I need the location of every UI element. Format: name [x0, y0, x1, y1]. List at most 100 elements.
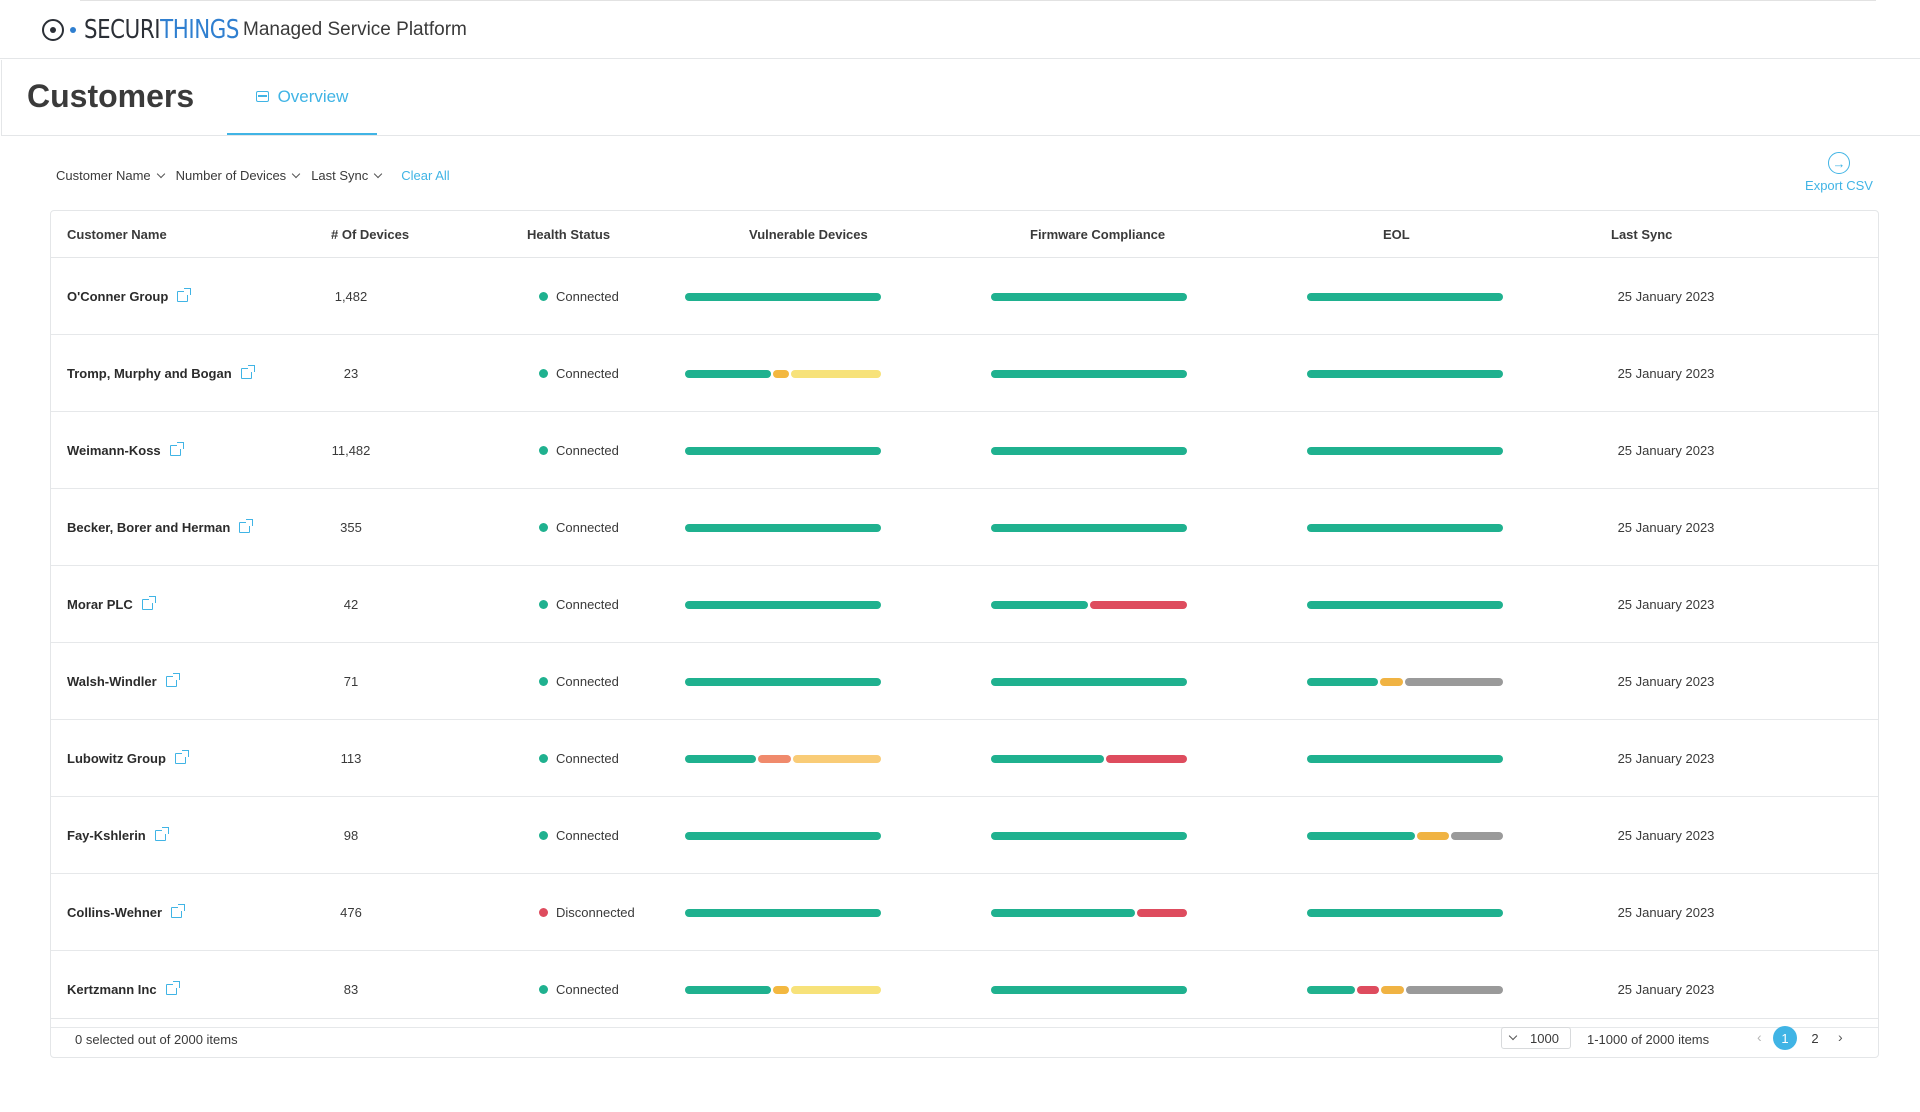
column-header-devices[interactable]: # Of Devices [331, 227, 410, 242]
last-sync-date: 25 January 2023 [1617, 828, 1715, 843]
page-button-1[interactable]: 1 [1773, 1026, 1797, 1050]
eol-bar[interactable] [1307, 678, 1504, 686]
vulnerable-bar[interactable] [685, 909, 881, 917]
external-link-icon[interactable] [239, 519, 254, 533]
chevron-down-icon [156, 169, 165, 178]
status-dot-icon [539, 446, 548, 455]
filter-number-of-devices[interactable]: Number of Devices [176, 168, 301, 183]
external-link-icon[interactable] [169, 442, 184, 456]
customer-name-cell[interactable]: Lubowitz Group [67, 750, 189, 766]
customer-name[interactable]: Collins-Wehner [67, 905, 163, 920]
firmware-bar[interactable] [991, 909, 1187, 917]
table-row[interactable]: Collins-Wehner 476 Disconnected 25 January … [51, 874, 1878, 951]
tab-overview[interactable]: Overview [227, 60, 377, 135]
table-row[interactable]: Becker, Borer and Herman 355 Connected 25 J… [51, 489, 1878, 566]
eol-bar-segment [1406, 986, 1503, 994]
vulnerable-bar[interactable] [685, 986, 881, 994]
customer-name[interactable]: Kertzmann Inc [67, 982, 157, 997]
firmware-bar[interactable] [991, 755, 1187, 763]
column-header-eol[interactable]: EOL [1383, 227, 1410, 242]
table-row[interactable]: Morar PLC 42 Connected 25 January 2023 [51, 566, 1878, 643]
clear-all-link[interactable]: Clear All [401, 168, 450, 183]
external-link-icon[interactable] [165, 673, 180, 687]
customer-name-cell[interactable]: Fay-Kshlerin [67, 827, 169, 843]
customer-name[interactable]: Becker, Borer and Herman [67, 520, 231, 535]
table-row[interactable]: Lubowitz Group 113 Connected 25 January 202… [51, 720, 1878, 797]
customer-name[interactable]: Lubowitz Group [67, 751, 166, 766]
table-row[interactable]: Walsh-Windler 71 Connected 25 January 2023 [51, 643, 1878, 720]
brand-logo[interactable]: SECURITHINGS [42, 15, 239, 45]
table-row[interactable]: Tromp, Murphy and Bogan 23 Connected 25 Jan… [51, 335, 1878, 412]
eol-bar[interactable] [1307, 832, 1503, 840]
customer-name-cell[interactable]: Collins-Wehner [67, 904, 186, 920]
customer-name-cell[interactable]: O'Conner Group [67, 288, 192, 304]
firmware-bar[interactable] [991, 986, 1187, 994]
column-header-customer-name[interactable]: Customer Name [67, 227, 167, 242]
filter-customer-name[interactable]: Customer Name [56, 168, 165, 183]
status-dot-icon [539, 908, 548, 917]
vulnerable-bar[interactable] [685, 755, 881, 763]
eol-bar[interactable] [1307, 293, 1503, 301]
firmware-bar[interactable] [991, 601, 1187, 609]
external-link-icon[interactable] [240, 365, 255, 379]
vulnerable-bar[interactable] [685, 370, 881, 378]
firmware-bar[interactable] [991, 370, 1187, 378]
next-page-icon[interactable]: › [1838, 1029, 1843, 1045]
external-link-icon[interactable] [141, 596, 156, 610]
vulnerable-bar[interactable] [685, 678, 881, 686]
last-sync-date: 25 January 2023 [1617, 289, 1715, 304]
external-link-icon[interactable] [154, 827, 169, 841]
export-csv-button[interactable]: → Export CSV [1798, 152, 1880, 193]
vulnerable-bar[interactable] [685, 601, 881, 609]
firmware-bar[interactable] [991, 678, 1187, 686]
customer-name-cell[interactable]: Tromp, Murphy and Bogan [67, 365, 255, 381]
firmware-bar[interactable] [991, 524, 1187, 532]
external-link-icon[interactable] [174, 750, 189, 764]
page-size-select[interactable]: 1000 [1501, 1027, 1571, 1049]
external-link-icon[interactable] [171, 904, 186, 918]
eol-bar[interactable] [1307, 909, 1503, 917]
vulnerable-bar-segment [685, 601, 881, 609]
customer-name[interactable]: O'Conner Group [67, 289, 169, 304]
health-status: Connected [539, 751, 619, 766]
vulnerable-bar[interactable] [685, 832, 881, 840]
firmware-bar[interactable] [991, 293, 1187, 301]
previous-page-icon[interactable]: ‹ [1757, 1029, 1762, 1045]
customer-name[interactable]: Weimann-Koss [67, 443, 161, 458]
eol-bar[interactable] [1307, 755, 1503, 763]
table-row[interactable]: Weimann-Koss 11,482 Connected 25 January 20… [51, 412, 1878, 489]
external-link-icon[interactable] [165, 981, 180, 995]
firmware-bar[interactable] [991, 832, 1187, 840]
column-header-health-status[interactable]: Health Status [527, 227, 611, 242]
eol-bar[interactable] [1307, 601, 1503, 609]
vulnerable-bar[interactable] [685, 293, 881, 301]
eol-bar[interactable] [1307, 447, 1503, 455]
vulnerable-bar[interactable] [685, 524, 881, 532]
table-row[interactable]: O'Conner Group 1,482 Connected 25 January 2… [51, 258, 1878, 335]
customer-name[interactable]: Fay-Kshlerin [67, 828, 146, 843]
customer-name[interactable]: Tromp, Murphy and Bogan [67, 366, 232, 381]
column-header-vulnerable-devices[interactable]: Vulnerable Devices [749, 227, 868, 242]
column-header-firmware-compliance[interactable]: Firmware Compliance [1030, 227, 1166, 242]
filter-last-sync[interactable]: Last Sync [311, 168, 383, 183]
vulnerable-bar[interactable] [685, 447, 881, 455]
eol-bar-segment [1381, 986, 1405, 994]
customer-name-cell[interactable]: Morar PLC [67, 596, 156, 612]
customer-name-cell[interactable]: Becker, Borer and Herman [67, 519, 254, 535]
table-row[interactable]: Fay-Kshlerin 98 Connected 25 January 2023 [51, 797, 1878, 874]
customer-name-cell[interactable]: Kertzmann Inc [67, 981, 180, 997]
customer-name[interactable]: Walsh-Windler [67, 674, 157, 689]
table-row[interactable]: Kertzmann Inc 83 Connected 25 January 2023 [51, 951, 1878, 1028]
customer-name-cell[interactable]: Walsh-Windler [67, 673, 180, 689]
eol-bar[interactable] [1307, 370, 1503, 378]
column-header-last-sync[interactable]: Last Sync [1611, 227, 1673, 242]
eol-bar[interactable] [1307, 986, 1503, 994]
page-size-value: 1000 [1530, 1030, 1559, 1046]
page-button-2[interactable]: 2 [1811, 1030, 1819, 1046]
customer-name-cell[interactable]: Weimann-Koss [67, 442, 184, 458]
last-sync-date: 25 January 2023 [1617, 751, 1715, 766]
firmware-bar[interactable] [991, 447, 1187, 455]
eol-bar[interactable] [1307, 524, 1503, 532]
customer-name[interactable]: Morar PLC [67, 597, 133, 612]
external-link-icon[interactable] [177, 288, 192, 302]
